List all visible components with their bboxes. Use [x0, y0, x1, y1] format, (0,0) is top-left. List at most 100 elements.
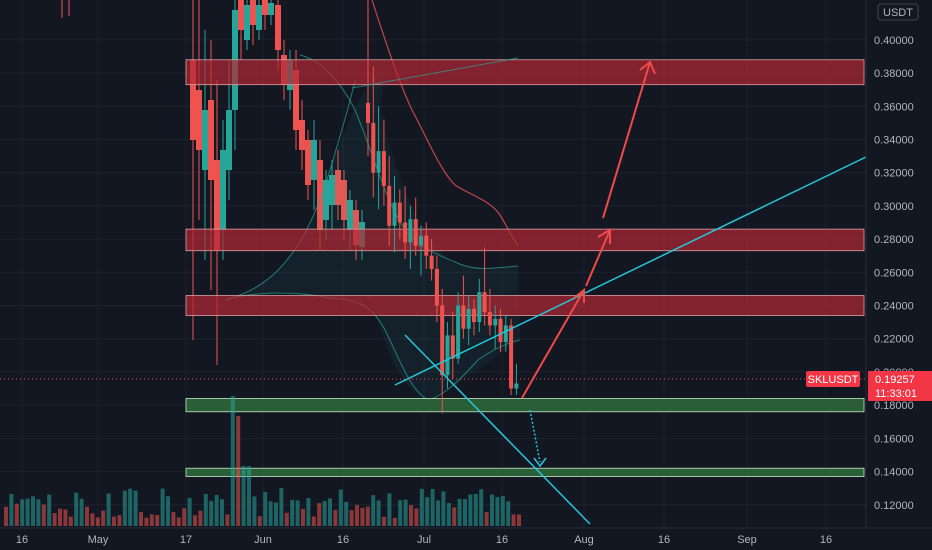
volume-bar	[355, 504, 359, 526]
volume-bar	[376, 500, 381, 526]
volume-bar	[139, 512, 143, 526]
x-tick-label: 16	[658, 534, 670, 546]
volume-bar	[220, 499, 224, 526]
candle-body	[482, 292, 487, 313]
candle-body	[509, 325, 514, 389]
candle-body	[461, 305, 466, 329]
y-tick-label: 0.28000	[874, 234, 914, 246]
volume-bar	[133, 490, 138, 526]
price-axis[interactable]: 0.40000 0.38000 0.36000 0.34000 0.32000 0.300…	[865, 0, 932, 528]
y-tick-label: 0.16000	[874, 433, 914, 445]
volume-bar	[274, 502, 278, 526]
volume-bar	[203, 494, 208, 526]
volume-bar	[182, 508, 187, 526]
candle-body	[466, 308, 471, 329]
volume-bar	[230, 396, 235, 526]
candle-body	[487, 312, 492, 326]
volume-bar	[322, 501, 327, 526]
volume-bar	[468, 494, 473, 526]
arrow-3-head	[639, 60, 656, 75]
volume-bar	[176, 517, 181, 526]
volume-bar	[68, 516, 73, 526]
volume-bar	[365, 506, 370, 526]
arrow-3	[602, 61, 651, 219]
volume-bar	[252, 496, 257, 526]
volume-bar	[63, 509, 68, 526]
candle-body	[472, 308, 476, 323]
time-axis[interactable]: 16 May 17 Jun 16 Jul 16 Aug 16 Sep 16	[0, 527, 932, 550]
volume-bar	[166, 496, 170, 526]
y-tick-label: 0.30000	[874, 201, 914, 213]
volume-bar	[236, 416, 241, 526]
price-zones	[185, 59, 865, 477]
arrow-2-head	[597, 228, 611, 244]
volume-bar	[517, 514, 521, 526]
volume-bars	[4, 396, 521, 526]
support-zone	[185, 467, 865, 477]
x-tick-label: Sep	[737, 534, 757, 546]
volume-bar	[198, 510, 203, 526]
y-tick-label: 0.12000	[874, 500, 914, 512]
resistance-zone	[185, 59, 865, 86]
volume-bar	[247, 466, 251, 526]
x-tick-label: 17	[180, 534, 192, 546]
volume-bar	[441, 491, 446, 526]
volume-bar	[349, 510, 354, 526]
volume-bar	[79, 498, 84, 526]
y-tick-label: 0.34000	[874, 134, 914, 146]
volume-bar	[4, 506, 8, 526]
volume-bar	[47, 494, 52, 526]
middle-band	[224, 79, 356, 301]
countdown-text: 11:33:01	[875, 388, 917, 400]
candle-body	[514, 383, 519, 389]
volume-bar	[382, 516, 386, 526]
descending-trendline	[404, 334, 591, 525]
volume-bar	[360, 507, 365, 526]
volume-bar	[328, 498, 332, 526]
volume-bar	[74, 492, 79, 526]
x-tick-label: Jun	[254, 534, 272, 546]
candle-body	[424, 235, 429, 256]
volume-bar	[511, 514, 516, 526]
y-tick-label: 0.40000	[874, 35, 914, 47]
dotted-projection-head	[533, 457, 547, 468]
candle-body	[387, 185, 392, 226]
candle-body	[381, 151, 386, 186]
y-tick-label: 0.38000	[874, 68, 914, 80]
volume-bar	[279, 488, 284, 526]
candle-body	[456, 305, 461, 359]
projection-arrows	[521, 60, 656, 399]
volume-bar	[403, 499, 408, 526]
volume-bar	[484, 512, 489, 526]
x-tick-label: 16	[820, 534, 832, 546]
y-tick-label: 0.22000	[874, 334, 914, 346]
volume-bar	[20, 499, 25, 526]
x-tick-label: 16	[337, 534, 349, 546]
volume-bar	[506, 501, 511, 526]
volume-bar	[452, 507, 457, 526]
volume-bar	[128, 488, 133, 526]
x-tick-label: May	[88, 534, 109, 546]
volume-bar	[25, 498, 30, 526]
candle-body	[434, 268, 439, 306]
early-candles	[61, 0, 70, 18]
volume-bar	[14, 503, 19, 526]
candle-body	[371, 122, 376, 173]
x-tick-label: 16	[16, 534, 28, 546]
dotted-projection	[529, 409, 541, 463]
volume-bar	[112, 516, 116, 526]
lower-band	[224, 292, 521, 401]
candle-body	[397, 202, 402, 223]
volume-bar	[490, 494, 494, 526]
volume-bar	[52, 512, 57, 526]
volume-bar	[193, 515, 197, 526]
y-tick-label: 0.24000	[874, 301, 914, 313]
candle-body	[440, 305, 445, 376]
currency-label[interactable]: USDT	[877, 3, 919, 21]
volume-bar	[446, 502, 451, 526]
y-tick-label: 0.14000	[874, 467, 914, 479]
candle-body	[477, 292, 482, 323]
volume-bar	[425, 497, 430, 526]
volume-bar	[457, 498, 462, 526]
